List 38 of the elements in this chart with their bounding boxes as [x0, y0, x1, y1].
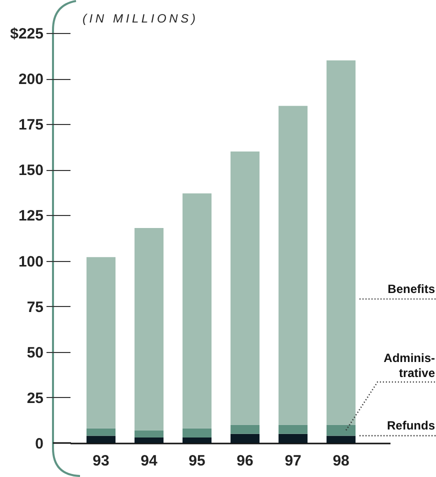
y-tick-label: 50 — [26, 344, 44, 362]
x-tick-label: 96 — [236, 452, 254, 470]
bar — [230, 434, 260, 443]
x-tick-label: 93 — [92, 452, 110, 470]
y-axis-title: (IN MILLIONS) — [82, 12, 198, 26]
bar — [278, 424, 308, 434]
y-tick-label: 200 — [18, 71, 44, 88]
x-tick-label: 97 — [284, 452, 302, 470]
bar — [230, 424, 260, 434]
x-tick-label: 95 — [188, 452, 206, 470]
text: Adminis- trative — [384, 351, 436, 380]
x-tick-label: 94 — [140, 452, 158, 470]
y-tick-label: 25 — [26, 390, 44, 407]
bar — [86, 436, 116, 443]
bar — [278, 106, 308, 425]
y-tick-label: $225 — [10, 26, 44, 42]
text: Benefits — [388, 282, 436, 296]
bar — [326, 60, 356, 425]
y-tick-label: 0 — [35, 436, 44, 452]
bar — [278, 434, 308, 443]
bar — [182, 193, 212, 428]
bar — [182, 438, 212, 443]
y-tick-label: 75 — [26, 298, 44, 316]
bar — [86, 257, 116, 428]
y-tick-label: 175 — [18, 116, 44, 134]
y-tick-label: 150 — [18, 162, 44, 180]
bar — [182, 428, 212, 438]
bar — [86, 428, 116, 436]
y-tick-label: 100 — [18, 253, 44, 270]
y-tick-label: 125 — [18, 208, 44, 225]
bar — [134, 228, 164, 430]
bar — [230, 151, 260, 425]
x-tick-label: 98 — [332, 452, 350, 470]
bar — [326, 424, 356, 436]
text: Refunds — [387, 418, 436, 433]
bar — [134, 430, 164, 438]
bar — [134, 438, 164, 443]
bar — [326, 436, 356, 443]
